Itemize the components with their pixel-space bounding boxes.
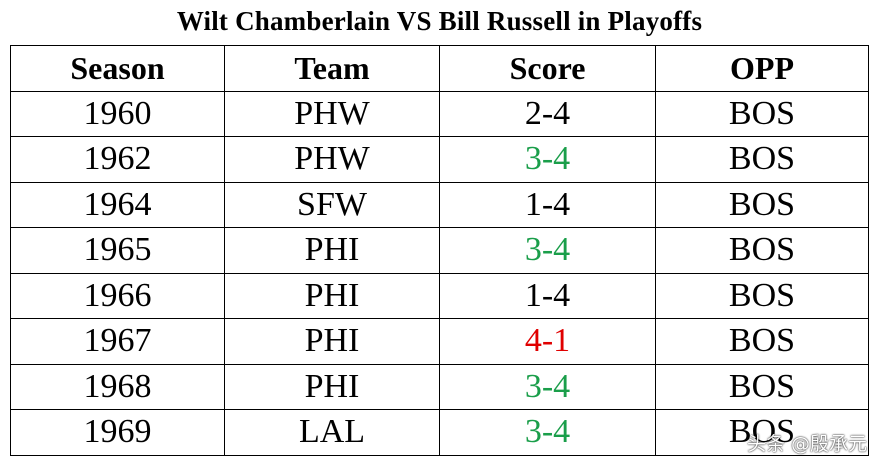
opp-cell: BOS <box>655 90 869 137</box>
team-cell: PHW <box>224 136 440 183</box>
team-cell: LAL <box>224 409 440 456</box>
opp-cell: BOS <box>655 227 869 274</box>
score-cell: 1-4 <box>439 272 656 319</box>
opp-cell: BOS <box>655 409 869 456</box>
table-title: Wilt Chamberlain VS Bill Russell in Play… <box>176 6 703 36</box>
opp-cell: BOS <box>655 136 869 183</box>
opp-cell: BOS <box>655 318 869 365</box>
team-cell: PHW <box>224 90 440 137</box>
watermark: 头条 @殷承元 <box>747 429 867 456</box>
score-cell: 3-4 <box>439 227 656 274</box>
header-score: Score <box>439 45 656 92</box>
season-cell: 1964 <box>10 181 225 228</box>
season-cell: 1968 <box>10 363 225 410</box>
opp-cell: BOS <box>655 363 869 410</box>
table-row: 1962 PHW 3-4 BOS <box>10 136 869 183</box>
score-cell: 1-4 <box>439 181 656 228</box>
table-body: 1960 PHW 2-4 BOS 1962 PHW 3-4 BOS 1964 S… <box>10 90 869 456</box>
table-row: 1968 PHI 3-4 BOS <box>10 363 869 410</box>
table-row: 1966 PHI 1-4 BOS <box>10 272 869 319</box>
season-cell: 1966 <box>10 272 225 319</box>
watermark-text: 头条 @殷承元 <box>746 433 867 455</box>
table-row: 1965 PHI 3-4 BOS <box>10 227 869 274</box>
table-header: Season Team Score OPP <box>10 45 869 92</box>
season-cell: 1967 <box>10 318 225 365</box>
playoff-table: Season Team Score OPP 1960 PHW 2-4 BOS 1… <box>10 45 869 456</box>
score-cell: 4-1 <box>439 318 656 365</box>
header-team: Team <box>224 45 440 92</box>
season-cell: 1962 <box>10 136 225 183</box>
season-cell: 1965 <box>10 227 225 274</box>
opp-cell: BOS <box>655 181 869 228</box>
score-cell: 2-4 <box>439 90 656 137</box>
header-opp: OPP <box>655 45 869 92</box>
table-row: 1960 PHW 2-4 BOS <box>10 90 869 137</box>
table-row: 1969 LAL 3-4 BOS <box>10 409 869 456</box>
table-row: 1967 PHI 4-1 BOS <box>10 318 869 365</box>
season-cell: 1969 <box>10 409 225 456</box>
score-cell: 3-4 <box>439 136 656 183</box>
season-cell: 1960 <box>10 90 225 137</box>
score-cell: 3-4 <box>439 363 656 410</box>
header-row: Season Team Score OPP <box>10 45 869 92</box>
team-cell: PHI <box>224 318 440 365</box>
team-cell: SFW <box>224 181 440 228</box>
table-row: 1964 SFW 1-4 BOS <box>10 181 869 228</box>
opp-cell: BOS <box>655 272 869 319</box>
score-cell: 3-4 <box>439 409 656 456</box>
header-season: Season <box>10 45 225 92</box>
team-cell: PHI <box>224 363 440 410</box>
team-cell: PHI <box>224 227 440 274</box>
team-cell: PHI <box>224 272 440 319</box>
